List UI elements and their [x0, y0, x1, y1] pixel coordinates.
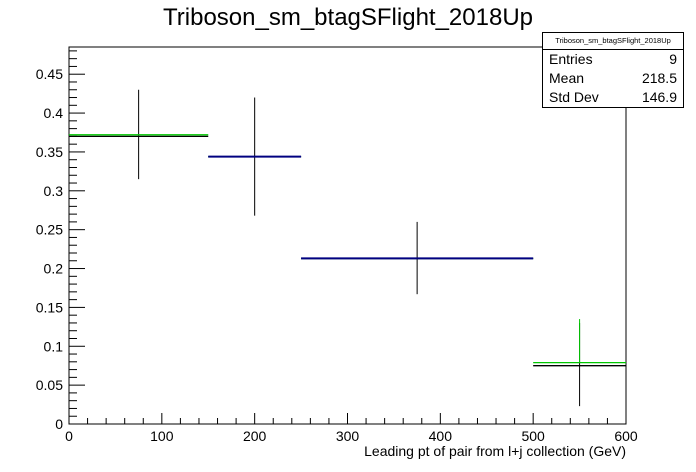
y-tick-label: 0.2 [44, 261, 64, 277]
stats-entries-row: Entries 9 [543, 50, 683, 69]
x-axis: 0 100 200 300 400 500 600 [65, 413, 638, 444]
stats-entries-label: Entries [549, 51, 593, 67]
stats-title: Triboson_sm_btagSFlight_2018Up [543, 33, 683, 50]
x-tick-label: 300 [336, 428, 360, 444]
stats-mean-row: Mean 218.5 [543, 69, 683, 88]
stats-stddev-value: 146.9 [641, 89, 677, 105]
x-tick-label: 600 [614, 428, 638, 444]
stats-entries-value: 9 [669, 51, 677, 67]
chart-title: Triboson_sm_btagSFlight_2018Up [163, 4, 533, 31]
y-tick-label: 0.35 [36, 144, 63, 160]
y-tick-label: 0.1 [44, 338, 64, 354]
y-tick-label: 0.15 [36, 299, 63, 315]
x-tick-label: 200 [243, 428, 267, 444]
y-axis: 0 0.05 0.1 0.15 0.2 0.25 0.3 0.35 0.4 0.45 [36, 50, 85, 432]
stats-stddev-label: Std Dev [549, 89, 599, 105]
x-tick-label: 100 [150, 428, 174, 444]
stats-mean-value: 218.5 [641, 70, 677, 86]
y-tick-label: 0.3 [44, 183, 64, 199]
series-2 [208, 155, 534, 260]
stats-stddev-row: Std Dev 146.9 [543, 88, 683, 107]
y-tick-label: 0.05 [36, 377, 63, 393]
y-tick-label: 0.45 [36, 66, 63, 82]
stats-box: Triboson_sm_btagSFlight_2018Up Entries 9… [542, 32, 684, 108]
series-1 [69, 134, 626, 364]
y-tick-label: 0.4 [44, 105, 64, 121]
stats-mean-label: Mean [549, 70, 585, 86]
series-layer [69, 89, 626, 407]
x-tick-label: 400 [429, 428, 453, 444]
y-tick-label: 0.25 [36, 222, 63, 238]
x-tick-label: 500 [521, 428, 545, 444]
x-axis-label: Leading pt of pair from l+j collection (… [364, 443, 626, 459]
x-tick-label: 0 [65, 428, 73, 444]
y-tick-label: 0 [55, 416, 63, 432]
series-0 [69, 89, 626, 407]
